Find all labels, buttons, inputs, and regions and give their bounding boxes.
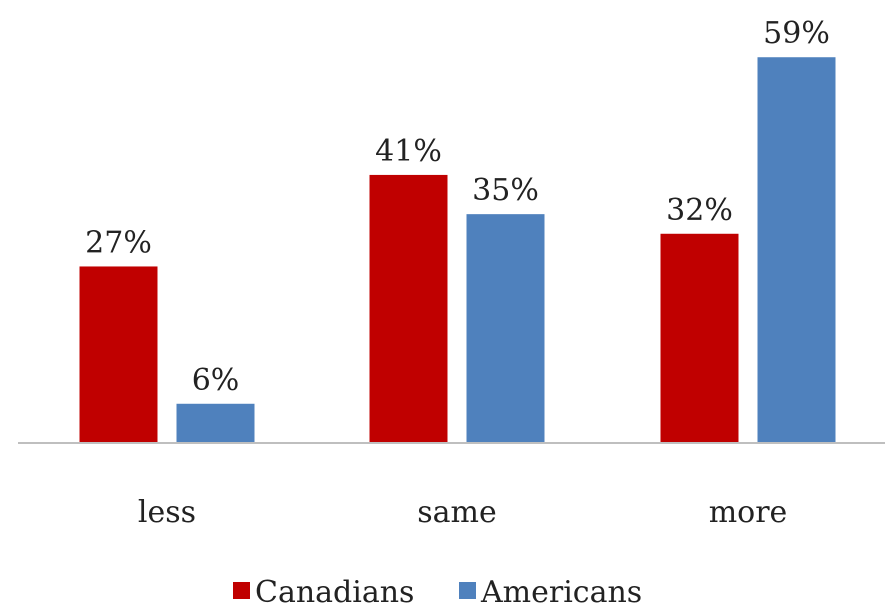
- bars-layer: [79, 57, 836, 443]
- legend-swatch-americans: [459, 582, 476, 599]
- x-tick-label-same: same: [417, 495, 496, 530]
- bar-canadians-less: [79, 266, 158, 443]
- legend-swatch-canadians: [233, 582, 250, 599]
- data-label-canadians-more: 32%: [666, 193, 733, 228]
- data-label-americans-same: 35%: [472, 173, 539, 208]
- data-labels-layer: 27% 6% 41% 35% 32% 59%: [85, 16, 830, 398]
- legend-label-americans: Americans: [480, 575, 642, 610]
- bar-canadians-same: [369, 174, 448, 443]
- bar-americans-same: [466, 214, 545, 443]
- data-label-americans-less: 6%: [192, 363, 240, 398]
- bar-americans-more: [757, 57, 836, 443]
- legend-label-canadians: Canadians: [255, 575, 414, 610]
- bar-americans-less: [176, 403, 255, 443]
- legend: Canadians Americans: [233, 575, 642, 610]
- data-label-canadians-same: 41%: [375, 134, 442, 169]
- data-label-canadians-less: 27%: [85, 225, 152, 260]
- x-tick-label-more: more: [709, 495, 788, 530]
- x-tick-label-less: less: [138, 495, 196, 530]
- bar-canadians-more: [660, 233, 739, 443]
- x-axis-tick-labels: less same more: [138, 495, 787, 530]
- data-label-americans-more: 59%: [763, 16, 830, 51]
